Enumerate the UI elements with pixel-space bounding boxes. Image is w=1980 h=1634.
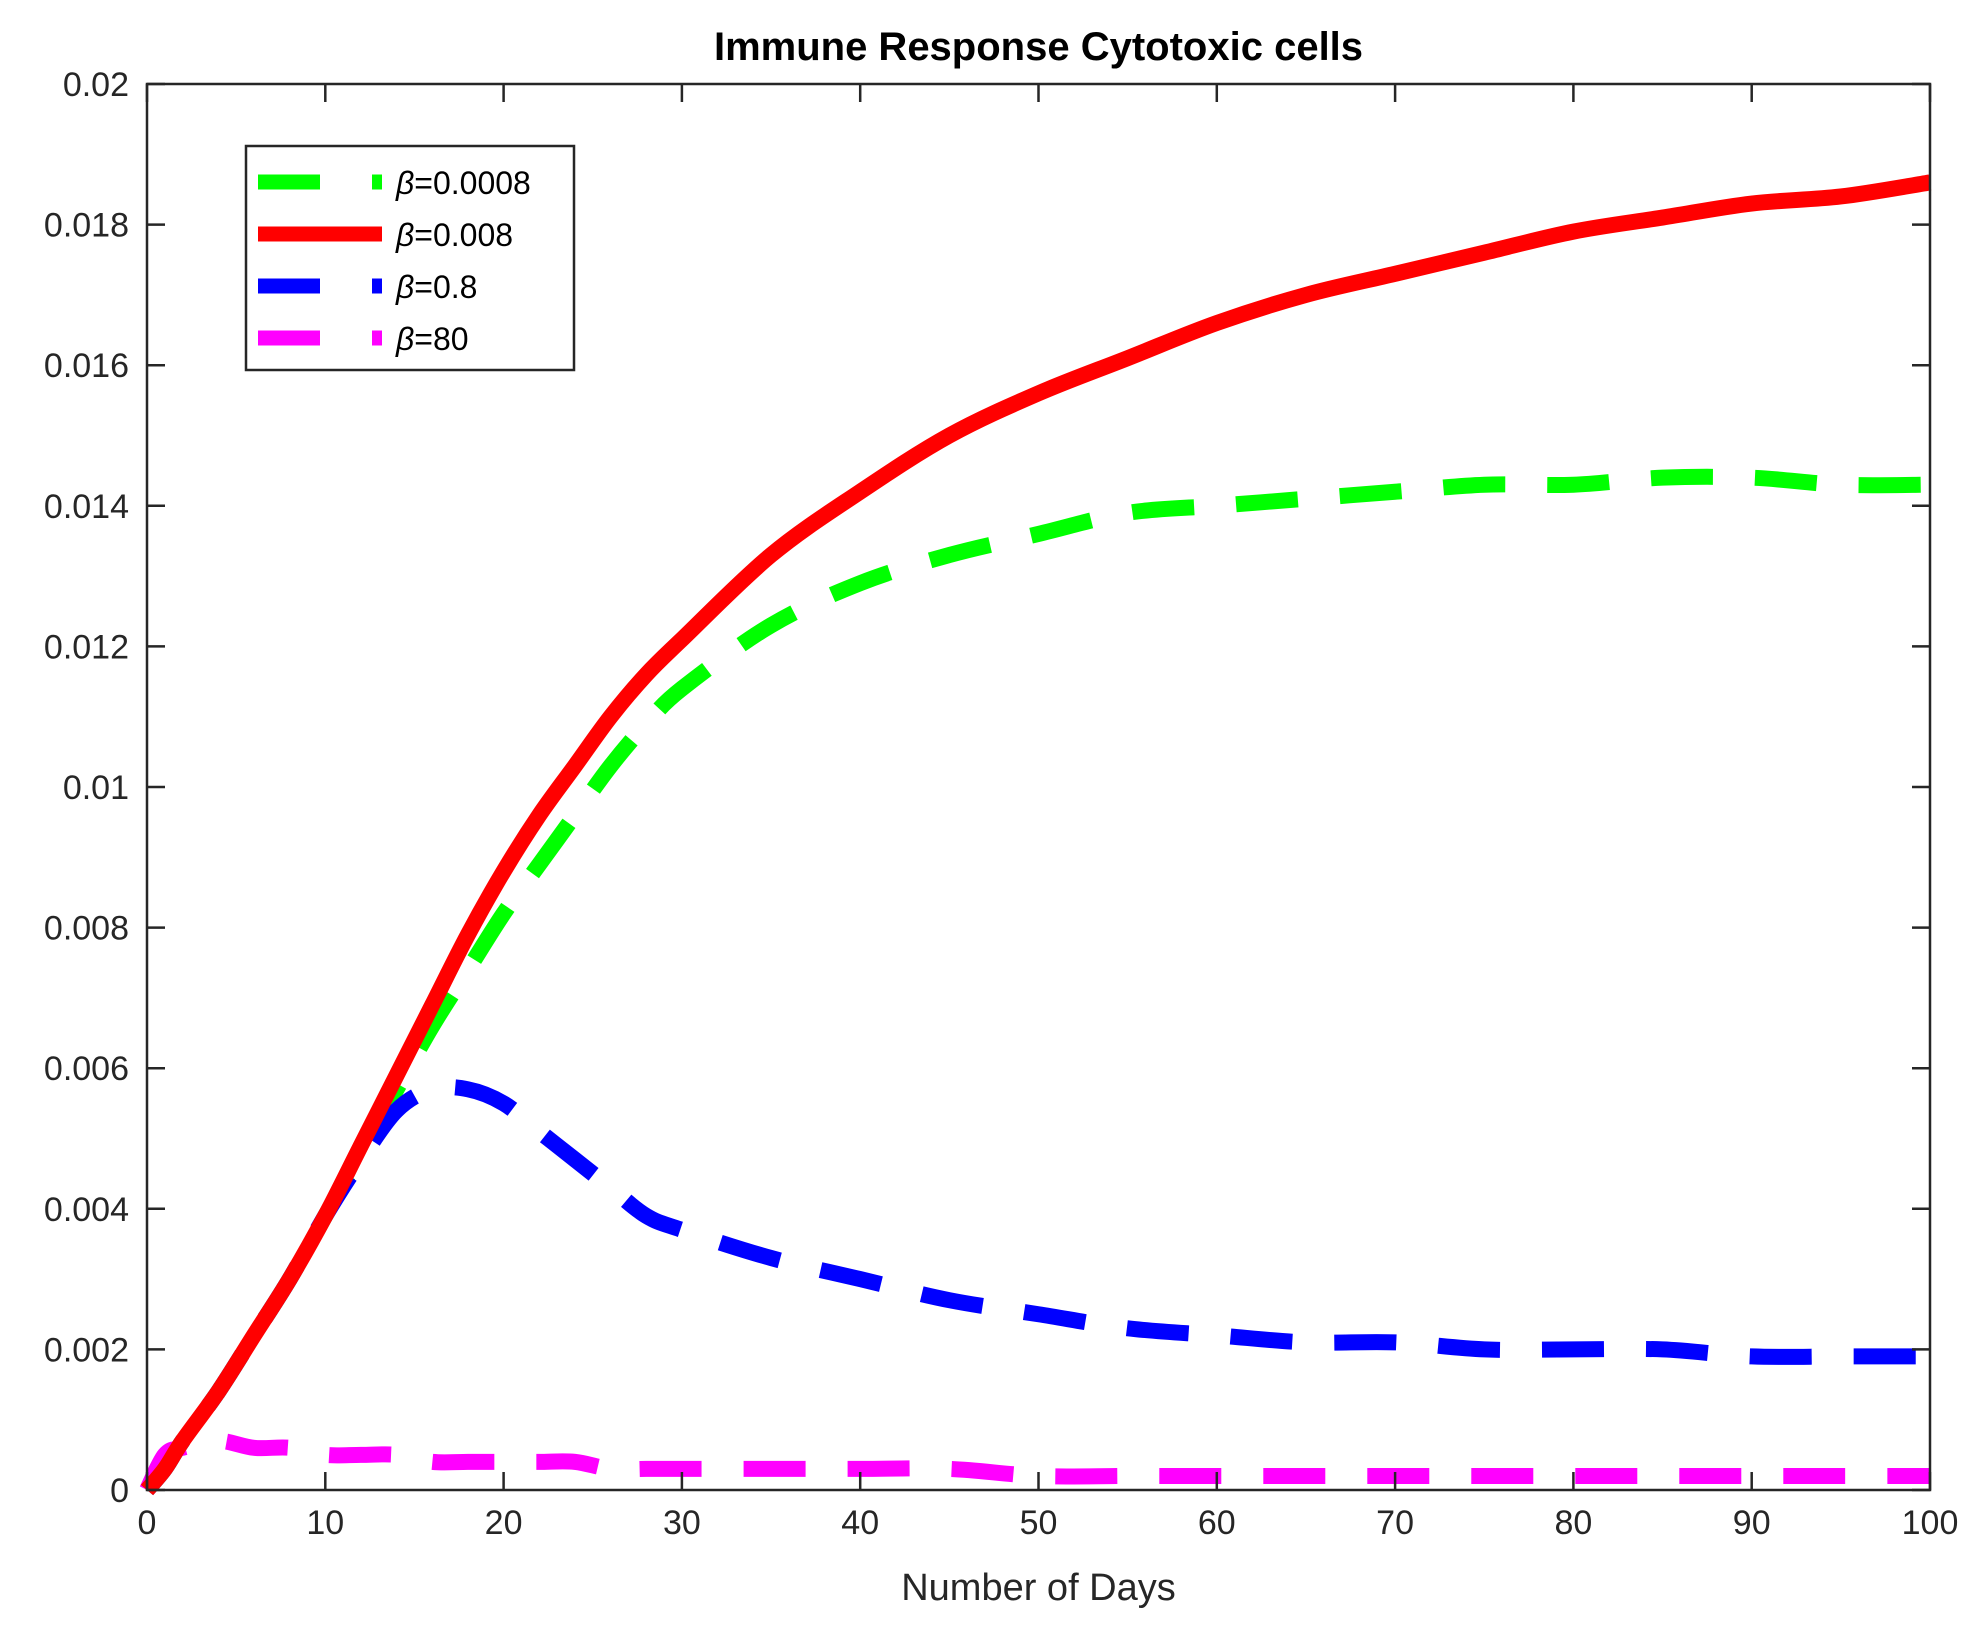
series-line-0	[140, 468, 1931, 1496]
legend-value: =0.0008	[414, 165, 531, 201]
y-tick-label: 0.006	[44, 1050, 129, 1088]
y-tick-label: 0.012	[44, 628, 129, 666]
y-tick-label: 0	[110, 1472, 129, 1510]
legend-beta-symbol: β	[395, 321, 414, 357]
legend-label: β=0.0008	[395, 165, 531, 201]
y-tick-label: 0.01	[63, 769, 129, 807]
series-line-1	[140, 174, 1932, 1496]
x-tick-label: 10	[306, 1504, 344, 1542]
chart-title: Immune Response Cytotoxic cells	[714, 25, 1363, 69]
x-tick-label: 90	[1733, 1504, 1771, 1542]
series-line-3	[139, 1432, 1931, 1494]
legend-beta-symbol: β	[395, 217, 414, 253]
y-tick-label: 0.016	[44, 347, 129, 385]
axes-ticks: 0 10 20 30 40 50 60 70 80 90 100 0 0.002 0.004 0.006 0.…	[44, 66, 1958, 1542]
x-tick-label: 60	[1198, 1504, 1236, 1542]
legend-value: =0.008	[414, 217, 513, 253]
legend-beta-symbol: β	[395, 269, 414, 305]
y-tick-label: 0.002	[44, 1331, 129, 1369]
x-tick-label: 40	[841, 1504, 879, 1542]
x-tick-label: 20	[485, 1504, 523, 1542]
legend-label: β=80	[395, 321, 469, 357]
legend-label: β=0.008	[395, 217, 513, 253]
x-tick-label: 50	[1020, 1504, 1058, 1542]
x-tick-label: 100	[1902, 1504, 1959, 1542]
legend-value: =0.8	[414, 269, 477, 305]
legend-label: β=0.8	[395, 269, 477, 305]
y-tick-label: 0.02	[63, 66, 129, 104]
series-line-2	[140, 1079, 1930, 1496]
x-axis-title: Number of Days	[901, 1567, 1176, 1609]
y-tick-label: 0.004	[44, 1191, 129, 1229]
x-tick-label: 80	[1554, 1504, 1592, 1542]
y-tick-label: 0.018	[44, 207, 129, 245]
legend-beta-symbol: β	[395, 165, 414, 201]
x-tick-label: 0	[138, 1504, 157, 1542]
x-tick-label: 30	[663, 1504, 701, 1542]
y-tick-label: 0.014	[44, 488, 129, 526]
y-tick-label: 0.008	[44, 910, 129, 948]
legend-value: =80	[414, 321, 468, 357]
x-tick-label: 70	[1376, 1504, 1414, 1542]
series-layer	[139, 174, 1932, 1496]
